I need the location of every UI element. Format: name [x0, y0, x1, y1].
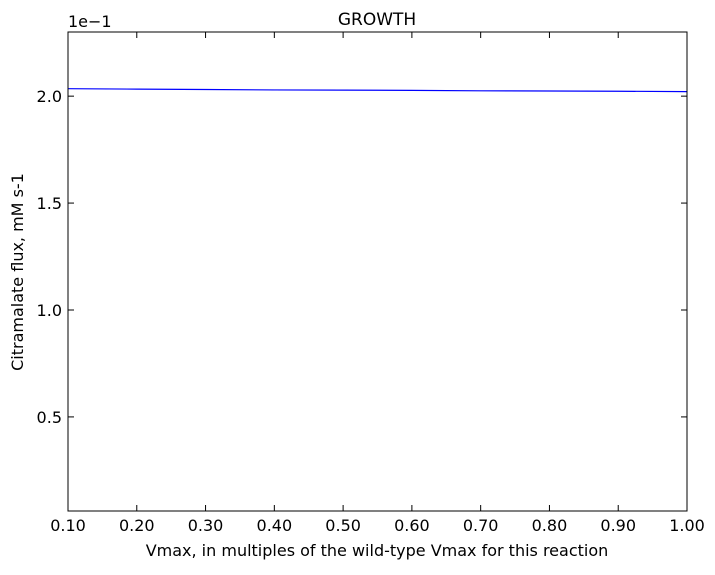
x-tick-label: 0.50: [325, 516, 361, 535]
x-tick-label: 0.40: [257, 516, 293, 535]
x-tick-label: 0.80: [532, 516, 568, 535]
y-tick-label: 1.0: [37, 301, 62, 320]
plot-frame: [67, 31, 688, 512]
y-axis-label: Citramalate flux, mM s-1: [8, 173, 27, 371]
y-offset-label: 1e−1: [68, 12, 112, 31]
plot-area: 0.10 0.20 0.30 0.40 0.50 0.60 0.70 0.80 0.90 1.00…: [37, 31, 705, 535]
x-axis-label: Vmax, in multiples of the wild-type Vmax…: [146, 541, 609, 560]
x-tick-label: 0.60: [394, 516, 430, 535]
x-tick-label: 0.30: [188, 516, 224, 535]
x-tick-label: 0.90: [600, 516, 636, 535]
series-line-0: [67, 88, 688, 93]
y-tick-label: 0.5: [37, 408, 62, 427]
chart-title: GROWTH: [338, 10, 416, 30]
x-tick-label: 0.20: [119, 516, 155, 535]
y-tick-label: 1.5: [37, 194, 62, 213]
x-tick-label: 0.10: [50, 516, 86, 535]
x-tick-label: 0.70: [463, 516, 499, 535]
x-tick-label: 1.00: [669, 516, 705, 535]
y-tick-label: 2.0: [37, 87, 62, 106]
